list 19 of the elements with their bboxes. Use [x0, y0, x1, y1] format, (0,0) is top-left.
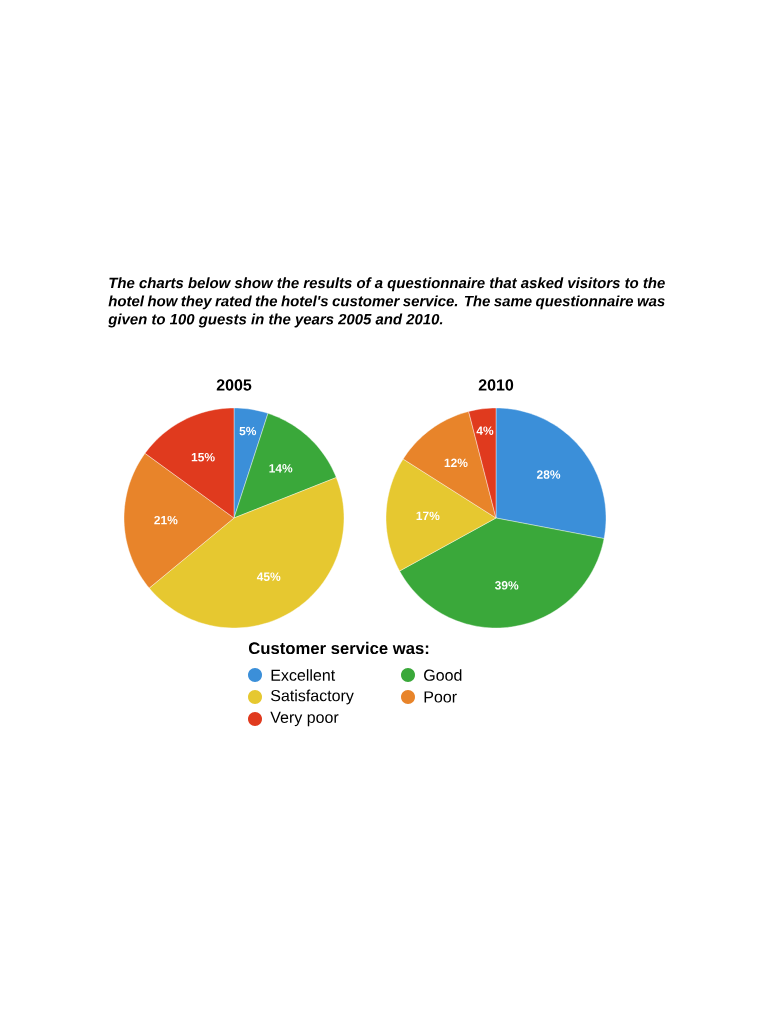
data-label: 21%	[154, 515, 178, 525]
data-label: 5%	[239, 426, 257, 436]
chart-title: 2005	[216, 379, 252, 391]
chart-title: 2010	[478, 379, 514, 391]
legend-label: Satisfactory	[271, 689, 354, 705]
data-label: 28%	[536, 470, 561, 479]
data-label: 17%	[416, 511, 440, 521]
text: The charts below show the results of a questionnaire that asked visitors to the hotel how they rated the hotel's customer service. The same questionnaire was given to 100 guests in the years 2005 and 2010.	[108, 277, 665, 328]
data-label: 15%	[191, 453, 215, 462]
legend-title: Customer service was:	[248, 641, 429, 655]
legend-label: Good	[424, 669, 462, 681]
data-label: 39%	[494, 581, 519, 590]
data-label: 45%	[256, 572, 281, 581]
legend-label: Very poor	[270, 711, 339, 727]
legend-label: Poor	[424, 691, 457, 703]
data-label: 14%	[269, 464, 293, 473]
data-label: 4%	[476, 426, 494, 435]
data-label: 12%	[444, 458, 468, 468]
legend-label: Excellent	[271, 669, 336, 681]
